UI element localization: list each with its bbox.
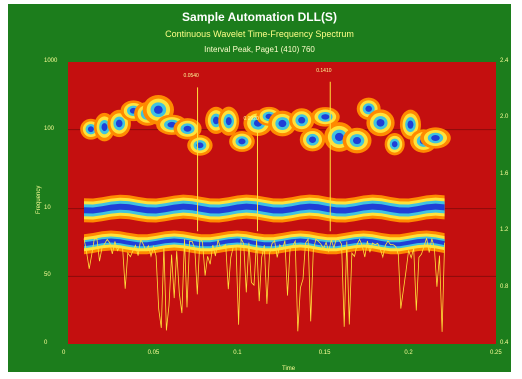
chart-subtitle: Continuous Wavelet Time-Frequency Spectr… [165, 29, 354, 39]
y-tick-label-left: 50 [44, 272, 51, 279]
x-tick-label: 0.05 [147, 350, 160, 356]
spectrum-blob [431, 135, 440, 141]
x-tick-label: 0.15 [318, 350, 331, 356]
x-tick-label: 0.2 [404, 350, 413, 356]
spectrum-band [84, 238, 445, 247]
x-tick-label: 0.1 [233, 350, 242, 356]
spectrum-blob [238, 138, 246, 145]
y-tick-label-right: 0.8 [500, 283, 509, 290]
y-tick-label-left: 1000 [44, 58, 58, 64]
spectrum-blob [365, 105, 373, 112]
spectrum-blob [391, 141, 398, 148]
x-tick-label: 0.25 [490, 350, 502, 356]
x-tick-label: 0 [62, 350, 66, 356]
y-tick-label-right: 1.2 [500, 227, 509, 234]
y-tick-label-left: 100 [44, 125, 55, 132]
spectrum-blob [407, 120, 414, 129]
plot-area [68, 62, 496, 344]
spectrum-blob [87, 126, 94, 133]
peak-annotation: 0.1410 [316, 67, 332, 74]
spectrum-blob [334, 132, 344, 142]
chart-subtitle-2: Interval Peak, Page1 (410) 760 [204, 45, 315, 54]
y-tick-label-right: 2.4 [500, 58, 509, 64]
y-tick-label-right: 0.4 [500, 340, 509, 346]
peak-annotation: 0.0920 [243, 115, 259, 122]
chart-frame: Sample Automation DLL(S) Continuous Wave… [8, 4, 511, 372]
y-tick-label-right: 1.6 [500, 170, 509, 177]
spectrum-blob [212, 116, 220, 125]
spectrum-blob [115, 119, 123, 128]
peak-annotation: 0.0540 [183, 73, 199, 80]
chart-title: Sample Automation DLL(S) [182, 10, 337, 24]
spectrum-blob [352, 136, 362, 145]
y-tick-label-left: 0 [44, 340, 48, 346]
spectrum-band [84, 203, 445, 214]
spectrum-blob [376, 119, 385, 127]
spectrum-blob [278, 119, 287, 128]
spectrum-blob [308, 136, 317, 143]
y-tick-label-right: 2.0 [500, 114, 509, 121]
spectrum-blob [101, 123, 108, 132]
spectrum-blob [183, 125, 192, 132]
spectrum-blob [153, 105, 163, 114]
spectrum-svg [68, 81, 496, 332]
spectrum-blob [298, 116, 306, 124]
y-axis-label: Frequency [36, 185, 42, 214]
signal-trace [83, 237, 445, 332]
spectrum-blob [321, 114, 330, 120]
y-tick-label-left: 10 [44, 204, 51, 211]
spectrum-blob [225, 117, 232, 126]
spectrum-blob [196, 142, 204, 149]
x-axis-label: Time [282, 366, 296, 372]
